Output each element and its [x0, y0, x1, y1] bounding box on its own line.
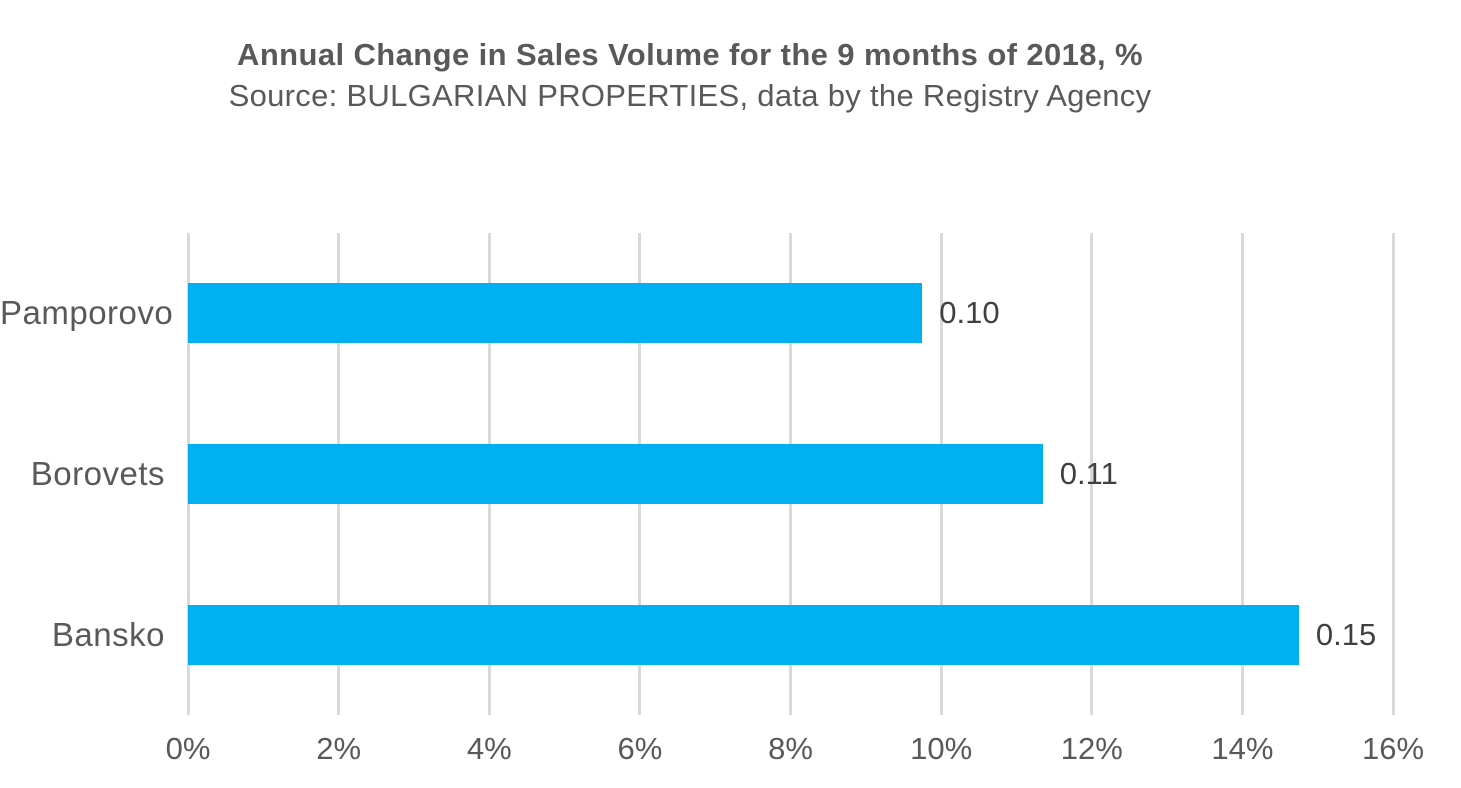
x-tick-label-6%: 6% — [617, 731, 663, 766]
bar-bansko — [188, 604, 1299, 665]
data-label-pamporovo: 0.10 — [939, 295, 1000, 331]
x-tick-label-8%: 8% — [768, 731, 813, 766]
x-tick-label-4%: 4% — [466, 731, 512, 766]
x-tick-label-12%: 12% — [1060, 731, 1123, 766]
chart-subtitle: Source: BULGARIAN PROPERTIES, data by th… — [228, 78, 1152, 113]
category-label-bansko: Bansko — [51, 615, 165, 653]
bar-pamporovo — [188, 283, 923, 344]
x-tick-label-16%: 16% — [1361, 731, 1425, 766]
gridline-14% — [1240, 233, 1244, 715]
category-label-pamporovo: Pamporovo — [0, 294, 174, 332]
category-label-borovets: Borovets — [30, 455, 165, 492]
x-tick-label-10%: 10% — [910, 731, 973, 766]
gridline-16% — [1391, 233, 1395, 715]
data-label-borovets: 0.11 — [1059, 456, 1118, 491]
data-label-bansko: 0.15 — [1315, 616, 1377, 652]
title-block: Annual Change in Sales Volume for the 9 … — [0, 34, 1380, 116]
gridline-12% — [1090, 233, 1094, 715]
x-tick-label-14%: 14% — [1211, 731, 1274, 766]
x-tick-label-0%: 0% — [165, 731, 211, 766]
bar-borovets — [188, 444, 1043, 504]
chart-title: Annual Change in Sales Volume for the 9 … — [237, 37, 1143, 72]
x-tick-label-2%: 2% — [316, 731, 362, 766]
